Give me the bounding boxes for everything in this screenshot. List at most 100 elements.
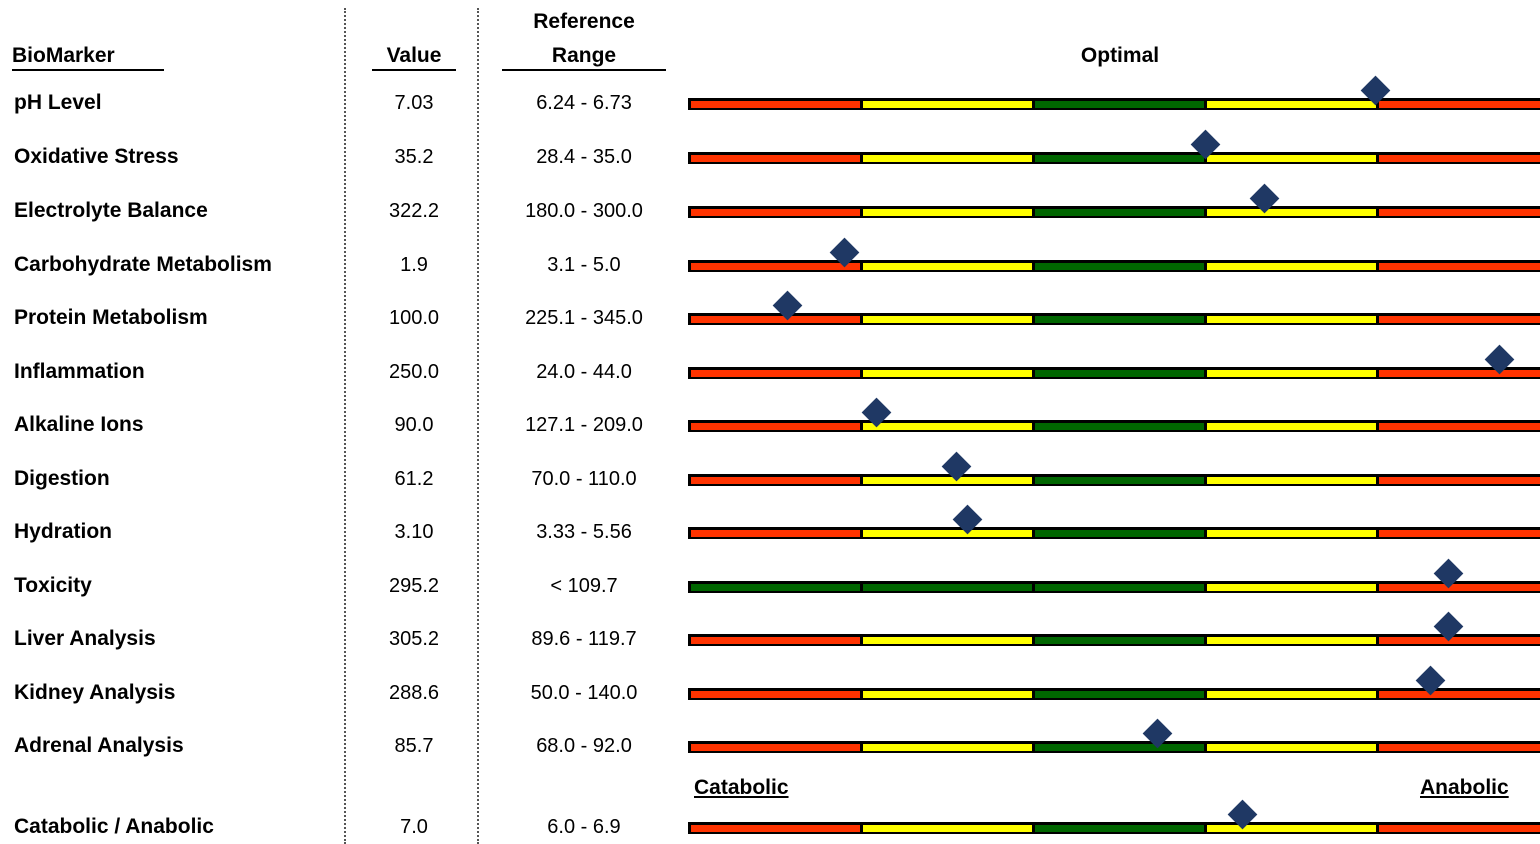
range-bar-segment-yellow <box>863 477 1032 484</box>
row-value: 288.6 <box>388 682 440 704</box>
range-bar-segment-green <box>1035 477 1204 484</box>
range-bar <box>688 260 1540 272</box>
range-bar-segment-yellow <box>1207 744 1376 751</box>
optimal-header: Optimal <box>1080 44 1160 67</box>
range-bar-segment-red <box>691 825 860 832</box>
range-bar-segment-green <box>1035 209 1204 216</box>
row-value: 3.10 <box>394 521 434 543</box>
row-reference-range: 28.4 - 35.0 <box>536 146 632 168</box>
row-label: Digestion <box>14 467 110 490</box>
range-bar-segment-red <box>691 637 860 644</box>
range-bar-segment-green <box>1035 101 1204 108</box>
range-bar-segment-red <box>1379 263 1540 270</box>
range-bar-segment-yellow <box>1207 423 1376 430</box>
row-label: Kidney Analysis <box>14 681 176 704</box>
range-bar <box>688 634 1540 646</box>
row-label: Hydration <box>14 520 113 543</box>
row-reference-range: 68.0 - 92.0 <box>536 735 632 757</box>
row-value: 7.0 <box>400 816 428 838</box>
range-bar-segment-yellow <box>863 691 1032 698</box>
row-reference-range: 24.0 - 44.0 <box>536 361 632 383</box>
range-bar-segment-red <box>1379 477 1540 484</box>
range-bar-segment-yellow <box>863 530 1032 537</box>
range-bar-segment-yellow <box>1207 825 1376 832</box>
range-bar-segment-red <box>1379 637 1540 644</box>
row-value: 322.2 <box>388 200 440 222</box>
range-bar-segment-red <box>1379 155 1540 162</box>
row-label: Carbohydrate Metabolism <box>14 253 272 276</box>
range-bar <box>688 206 1540 218</box>
range-bar-segment-red <box>1379 825 1540 832</box>
row-reference-range: 89.6 - 119.7 <box>531 628 637 650</box>
range-bar-segment-yellow <box>863 263 1032 270</box>
range-bar-segment-red <box>1379 691 1540 698</box>
range-bar-segment-red <box>691 155 860 162</box>
range-bar-segment-red <box>691 263 860 270</box>
row-value: 250.0 <box>388 361 440 383</box>
range-bar <box>688 527 1540 539</box>
range-bar-segment-yellow <box>863 155 1032 162</box>
range-bar <box>688 313 1540 325</box>
range-bar-segment-yellow <box>1207 370 1376 377</box>
range-bar-segment-yellow <box>1207 530 1376 537</box>
row-reference-range: 6.0 - 6.9 <box>547 816 621 838</box>
row-label: Electrolyte Balance <box>14 199 208 222</box>
row-value: 61.2 <box>394 468 434 490</box>
row-reference-range: 225.1 - 345.0 <box>525 307 643 329</box>
range-bar-segment-green <box>1035 263 1204 270</box>
range-bar-segment-red <box>1379 744 1540 751</box>
range-bar-segment-green <box>1035 637 1204 644</box>
range-bar-segment-yellow <box>863 825 1032 832</box>
row-label: Adrenal Analysis <box>14 734 184 757</box>
range-bar-segment-red <box>691 744 860 751</box>
range-bar-segment-yellow <box>863 744 1032 751</box>
range-bar-segment-green <box>1035 825 1204 832</box>
row-value: 295.2 <box>388 575 440 597</box>
range-bar-segment-red <box>691 423 860 430</box>
row-value: 1.9 <box>400 254 428 276</box>
range-bar-segment-yellow <box>1207 637 1376 644</box>
range-bar-segment-yellow <box>863 423 1032 430</box>
range-bar-segment-red <box>1379 530 1540 537</box>
range-bar-segment-red <box>691 316 860 323</box>
column-divider-right <box>477 8 479 844</box>
row-value: 90.0 <box>394 414 434 436</box>
range-bar-segment-green <box>1035 530 1204 537</box>
range-bar-segment-red <box>691 530 860 537</box>
row-value: 7.03 <box>394 92 434 114</box>
range-bar-segment-green <box>1035 423 1204 430</box>
row-reference-range: 3.33 - 5.56 <box>536 521 632 543</box>
range-bar <box>688 474 1540 486</box>
range-bar-segment-red <box>691 477 860 484</box>
range-bar-segment-green <box>1035 744 1204 751</box>
range-bar-segment-yellow <box>1207 263 1376 270</box>
row-reference-range: 127.1 - 209.0 <box>525 414 643 436</box>
range-bar-segment-green <box>1035 316 1204 323</box>
row-reference-range: < 109.7 <box>550 575 618 597</box>
row-reference-range: 70.0 - 110.0 <box>531 468 637 490</box>
range-bar-segment-yellow <box>1207 316 1376 323</box>
range-bar-segment-yellow <box>1207 155 1376 162</box>
range-bar <box>688 367 1540 379</box>
range-bar-segment-green <box>1035 584 1204 591</box>
row-reference-range: 3.1 - 5.0 <box>547 254 621 276</box>
row-label: Inflammation <box>14 360 145 383</box>
range-bar-segment-yellow <box>863 316 1032 323</box>
range-bar-segment-red <box>1379 209 1540 216</box>
range-bar-segment-red <box>691 691 860 698</box>
range-bar-segment-yellow <box>1207 691 1376 698</box>
range-bar-segment-green <box>691 584 860 591</box>
reference-header-line1: Reference <box>533 10 635 33</box>
range-bar <box>688 581 1540 593</box>
range-bar-segment-yellow <box>1207 477 1376 484</box>
row-label: pH Level <box>14 91 102 114</box>
range-bar-segment-red <box>1379 316 1540 323</box>
row-value: 35.2 <box>394 146 434 168</box>
row-reference-range: 180.0 - 300.0 <box>525 200 643 222</box>
range-bar-segment-yellow <box>863 209 1032 216</box>
range-bar <box>688 741 1540 753</box>
range-bar-segment-red <box>691 209 860 216</box>
range-bar-segment-yellow <box>1207 101 1376 108</box>
range-bar-segment-green <box>863 584 1032 591</box>
row-label: Protein Metabolism <box>14 306 208 329</box>
